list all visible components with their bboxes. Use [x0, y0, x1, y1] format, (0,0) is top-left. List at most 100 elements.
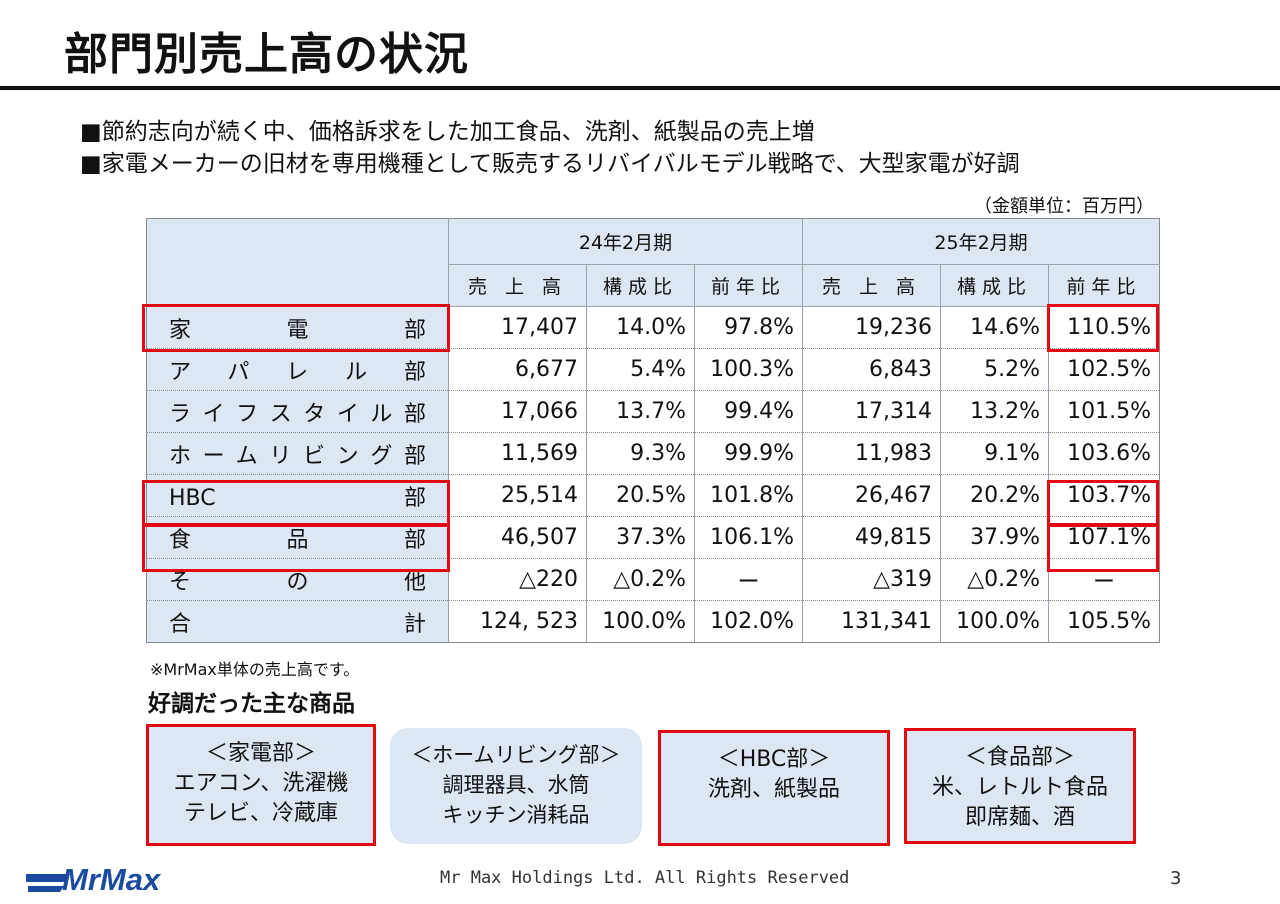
sales-cell: 6,677 — [448, 348, 587, 391]
yoy-cell: 97.8% — [693, 306, 803, 349]
sales-cell: 124, 523 — [448, 600, 587, 643]
bullet-point: ■家電メーカーの旧材を専用機種として販売するリバイバルモデル戦略で、大型家電が好… — [80, 151, 1020, 177]
table-row: アパレル部 6,677 5.4% 100.3% 6,843 5.2% 102.5% — [146, 348, 1160, 391]
table-footnote: ※MrMax単体の売上高です。 — [150, 660, 360, 679]
share-cell: 9.3% — [586, 432, 695, 475]
table-row: ライフスタイル部 17,066 13.7% 99.4% 17,314 13.2% 101.5… — [146, 390, 1160, 433]
sales-cell: △220 — [448, 558, 587, 601]
copyright-text: Mr Max Holdings Ltd. All Rights Reserved — [440, 868, 850, 888]
period-header-fy25: 25年2月期 — [802, 218, 1160, 265]
yoy-cell: 102.0% — [693, 600, 803, 643]
product-box-heading: ＜家電部＞ — [205, 741, 316, 766]
sales-cell: 6,843 — [802, 348, 941, 391]
department-sales-table: 24年2月期 25年2月期 売 上 高 構成比 前年比 売 上 高 構成比 前年… — [146, 218, 1161, 643]
yoy-cell: 106.1% — [693, 516, 803, 559]
product-box-heading: ＜ホームリビング部＞ — [411, 743, 621, 767]
yoy-cell: ー — [1048, 558, 1160, 601]
sales-cell: 17,407 — [448, 306, 587, 349]
yoy-cell: 99.9% — [693, 432, 803, 475]
product-box-line: キッチン消耗品 — [442, 803, 590, 827]
dept-name-cell: その他 — [146, 558, 449, 601]
yoy-cell: 101.5% — [1048, 390, 1160, 433]
share-cell: 37.3% — [586, 516, 695, 559]
sales-cell: 46,507 — [448, 516, 587, 559]
yoy-cell: 110.5% — [1048, 306, 1160, 349]
highlight-yoy-hbc — [1047, 480, 1159, 526]
table-row: ホームリビング部 11,569 9.3% 99.9% 11,983 9.1% 103.6% — [146, 432, 1160, 475]
share-cell: 20.5% — [586, 474, 695, 517]
highlight-yoy-appliances — [1047, 304, 1159, 352]
yoy-cell: ー — [693, 558, 803, 601]
share-cell: △0.2% — [586, 558, 695, 601]
highlight-yoy-food — [1047, 524, 1159, 572]
product-box-home-living: ＜ホームリビング部＞ 調理器具、水筒 キッチン消耗品 — [390, 728, 642, 844]
sales-cell: 11,983 — [802, 432, 941, 475]
product-box-hbc: ＜HBC部＞ 洗剤、紙製品 — [658, 730, 890, 846]
bullet-point: ■節約志向が続く中、価格訴求をした加工食品、洗剤、紙製品の売上増 — [80, 119, 815, 145]
sales-cell: 26,467 — [802, 474, 941, 517]
page-number: 3 — [1170, 868, 1182, 889]
col-header-sales: 売 上 高 — [802, 264, 941, 307]
unit-note: （金額単位：百万円） — [974, 196, 1154, 217]
col-header-share: 構成比 — [586, 264, 695, 307]
col-header-sales: 売 上 高 — [448, 264, 587, 307]
share-cell: △0.2% — [940, 558, 1049, 601]
yoy-cell: 103.6% — [1048, 432, 1160, 475]
share-cell: 100.0% — [940, 600, 1049, 643]
sales-cell: 49,815 — [802, 516, 941, 559]
corner-cell — [146, 218, 449, 307]
product-box-heading: ＜HBC部＞ — [717, 747, 831, 772]
bullet-list: ■節約志向が続く中、価格訴求をした加工食品、洗剤、紙製品の売上増 ■家電メーカー… — [80, 116, 1020, 180]
share-cell: 5.2% — [940, 348, 1049, 391]
share-cell: 100.0% — [586, 600, 695, 643]
highlight-dept-food — [142, 524, 450, 572]
share-cell: 9.1% — [940, 432, 1049, 475]
dept-name-cell: アパレル部 — [146, 348, 449, 391]
dept-name-cell: ホームリビング部 — [146, 432, 449, 475]
product-box-line: 洗剤、紙製品 — [707, 777, 840, 802]
share-cell: 37.9% — [940, 516, 1049, 559]
share-cell: 5.4% — [586, 348, 695, 391]
mrmax-logo: MrMax — [26, 862, 162, 894]
title-underline — [0, 86, 1280, 90]
yoy-cell: 100.3% — [693, 348, 803, 391]
share-cell: 20.2% — [940, 474, 1049, 517]
dept-name-cell: ライフスタイル部 — [146, 390, 449, 433]
share-cell: 14.0% — [586, 306, 695, 349]
logo-wordmark: MrMax — [62, 862, 162, 894]
slide-title: 部門別売上高の状況 — [64, 29, 469, 80]
table-row: 合計 124, 523 100.0% 102.0% 131,341 100.0% 105.5… — [146, 600, 1160, 643]
table-row: その他 △220 △0.2% ー △319 △0.2% ー — [146, 558, 1160, 601]
product-box-heading: ＜食品部＞ — [964, 745, 1075, 770]
sales-cell: 19,236 — [802, 306, 941, 349]
product-box-line: エアコン、洗濯機 — [173, 771, 349, 796]
share-cell: 13.2% — [940, 390, 1049, 433]
yoy-cell: 99.4% — [693, 390, 803, 433]
col-header-yoy: 前年比 — [1048, 264, 1160, 307]
product-box-line: テレビ、冷蔵庫 — [183, 801, 338, 826]
dept-name-cell: 家電部 — [146, 306, 449, 349]
highlight-dept-appliances — [142, 304, 450, 352]
product-box-food: ＜食品部＞ 米、レトルト食品 即席麺、酒 — [904, 728, 1136, 844]
sales-cell: 131,341 — [802, 600, 941, 643]
dept-name-cell: 合計 — [146, 600, 449, 643]
period-header-fy24: 24年2月期 — [447, 218, 803, 265]
table-row: 家電部 17,407 14.0% 97.8% 19,236 14.6% 110.5% — [146, 306, 1160, 349]
col-header-yoy: 前年比 — [693, 264, 803, 307]
share-cell: 14.6% — [940, 306, 1049, 349]
col-header-share: 構成比 — [940, 264, 1049, 307]
product-box-appliances: ＜家電部＞ エアコン、洗濯機 テレビ、冷蔵庫 — [146, 724, 376, 846]
yoy-cell: 102.5% — [1048, 348, 1160, 391]
sales-cell: 17,066 — [448, 390, 587, 433]
share-cell: 13.7% — [586, 390, 695, 433]
products-heading: 好調だった主な商品 — [148, 691, 355, 717]
yoy-cell: 101.8% — [693, 474, 803, 517]
highlight-dept-hbc — [142, 480, 450, 526]
sales-cell: 17,314 — [802, 390, 941, 433]
product-box-line: 調理器具、水筒 — [442, 773, 590, 797]
product-box-line: 即席麺、酒 — [964, 805, 1075, 830]
sales-cell: △319 — [802, 558, 941, 601]
product-box-line: 米、レトルト食品 — [931, 775, 1108, 800]
sales-cell: 11,569 — [448, 432, 587, 475]
yoy-cell: 105.5% — [1048, 600, 1160, 643]
